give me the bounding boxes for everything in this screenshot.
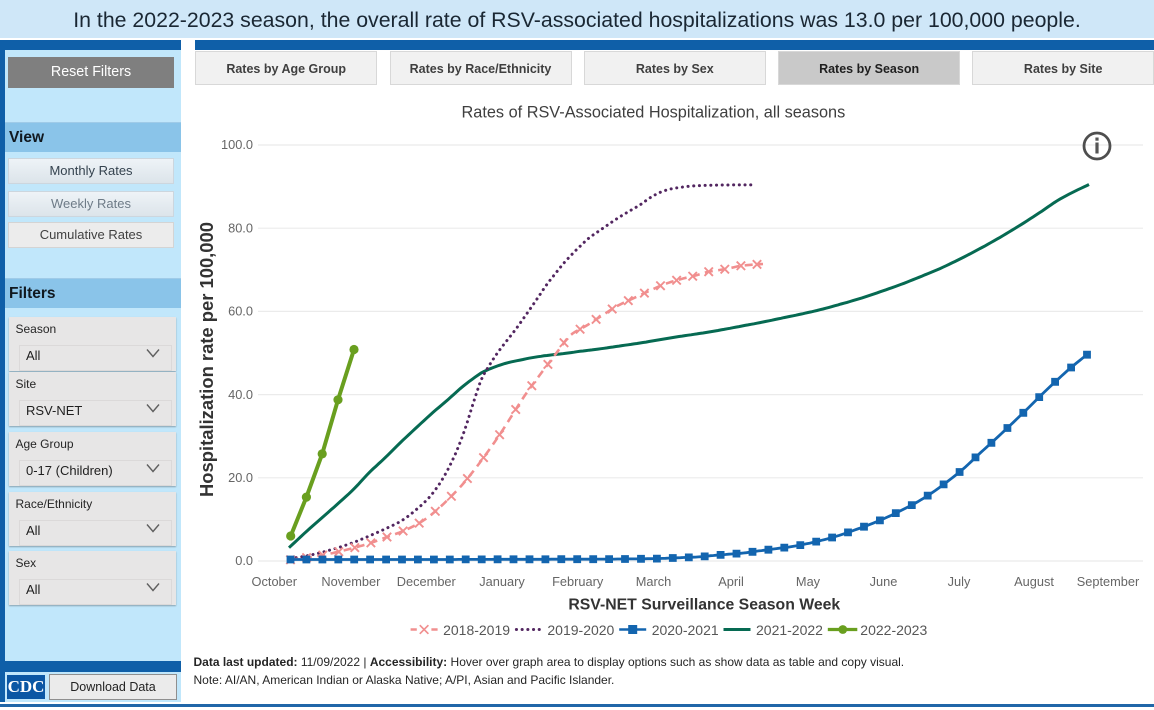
svg-text:100.0: 100.0 xyxy=(221,137,253,152)
svg-text:80.0: 80.0 xyxy=(228,220,253,235)
svg-text:20.0: 20.0 xyxy=(228,470,253,485)
svg-text:2021-2022: 2021-2022 xyxy=(756,622,823,638)
svg-text:November: November xyxy=(321,574,381,589)
svg-text:2022-2023: 2022-2023 xyxy=(860,622,927,638)
svg-text:May: May xyxy=(796,574,821,589)
svg-text:2019-2020: 2019-2020 xyxy=(547,622,614,638)
svg-text:June: June xyxy=(870,574,898,589)
svg-text:0.0: 0.0 xyxy=(235,553,253,568)
svg-text:March: March xyxy=(636,574,672,589)
svg-text:February: February xyxy=(552,574,604,589)
svg-text:October: October xyxy=(252,574,298,589)
svg-text:September: September xyxy=(1077,574,1140,589)
svg-text:40.0: 40.0 xyxy=(228,387,253,402)
svg-text:December: December xyxy=(397,574,457,589)
svg-text:April: April xyxy=(718,574,744,589)
svg-text:January: January xyxy=(479,574,525,589)
svg-text:Hospitalization rate per 100,0: Hospitalization rate per 100,000 xyxy=(196,222,217,497)
svg-text:August: August xyxy=(1014,574,1054,589)
svg-text:2020-2021: 2020-2021 xyxy=(652,622,719,638)
svg-text:2018-2019: 2018-2019 xyxy=(443,622,510,638)
svg-text:60.0: 60.0 xyxy=(228,304,253,319)
svg-text:July: July xyxy=(948,574,971,589)
svg-text:RSV-NET Surveillance Season We: RSV-NET Surveillance Season Week xyxy=(568,597,840,614)
svg-text:Rates of RSV-Associated Hospit: Rates of RSV-Associated Hospitalization,… xyxy=(462,104,846,122)
